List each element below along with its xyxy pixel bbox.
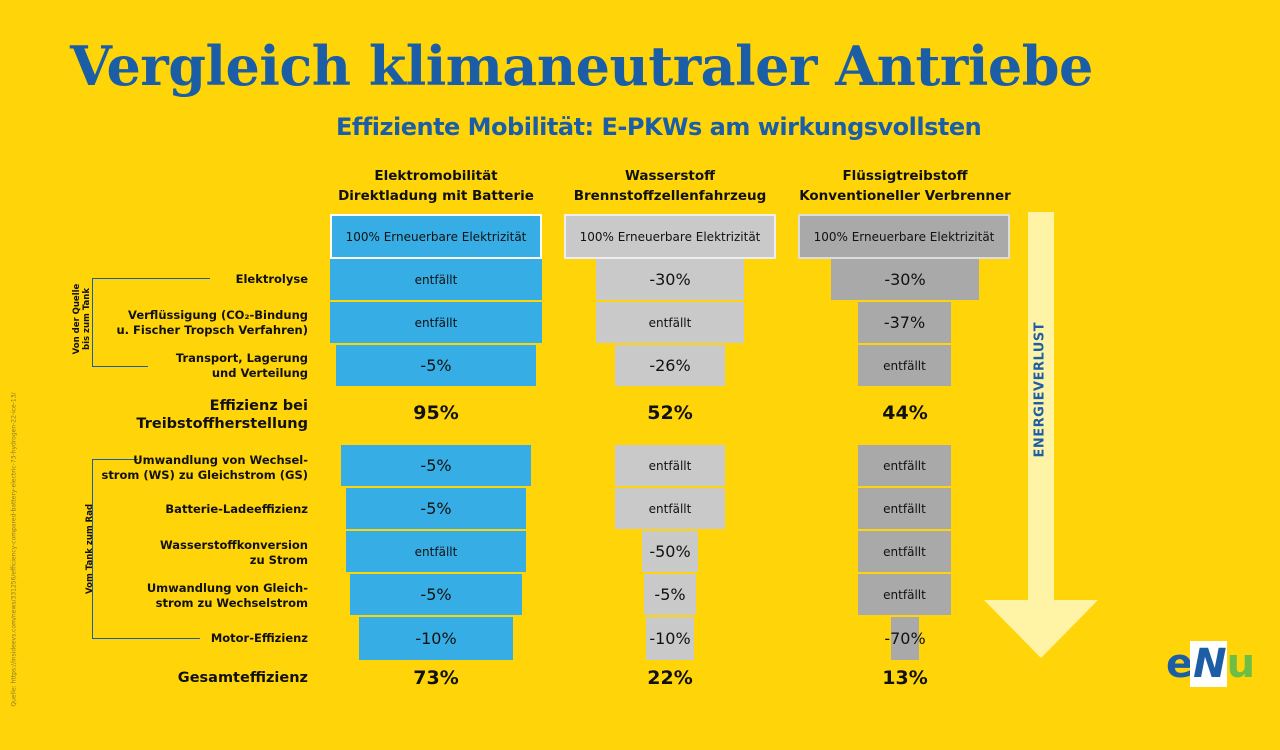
group-label-tank-to-wheel: Vom Tank zum Rad bbox=[85, 503, 95, 594]
row-label-batterie: Batterie-Ladeeffizienz bbox=[165, 502, 308, 516]
bar-fluessig-umwandlung-ws-gs: entfällt bbox=[858, 445, 951, 488]
bar-elektro-umwandlung-ws-gs: -5% bbox=[341, 445, 531, 488]
bar-fluessig-motor: -70% bbox=[884, 617, 926, 660]
bar-wasserstoff-wasserstoffkonversion: -50% bbox=[642, 531, 698, 574]
gesamt-fluessig: 13% bbox=[882, 667, 928, 689]
energy-loss-label: ENERGIEVERLUST bbox=[1032, 321, 1048, 458]
gesamt-wasserstoff: 22% bbox=[647, 667, 693, 689]
effizienz-elektro: 95% bbox=[413, 402, 459, 424]
row-label-wasserstoffkonversion: Wasserstoffkonversion zu Strom bbox=[159, 538, 308, 567]
page-subtitle: Effiziente Mobilität: E-PKWs am wirkungs… bbox=[336, 113, 982, 141]
column-header-wasserstoff: Wasserstoff Brennstoffzellenfahrzeug bbox=[550, 166, 790, 206]
column-header-line2: Brennstoffzellenfahrzeug bbox=[573, 188, 767, 204]
bar-elektro-elektrolyse: entfällt bbox=[330, 259, 542, 302]
bar-wasserstoff-motor: -10% bbox=[646, 617, 694, 660]
bar-wasserstoff-batterie: entfällt bbox=[615, 488, 725, 531]
column-header-line2: Konventioneller Verbrenner bbox=[799, 188, 1011, 204]
bar-fluessig-elektrolyse: -30% bbox=[831, 259, 979, 302]
source-note: Quelle: https://insideevs.com/news/33125… bbox=[10, 392, 18, 707]
bar-elektro-transport: -5% bbox=[336, 345, 536, 388]
bracket-source-to-tank bbox=[92, 278, 93, 366]
bracket-tick bbox=[92, 638, 200, 639]
bar-wasserstoff-verfluessigung: entfällt bbox=[596, 302, 744, 345]
bar-wasserstoff-transport: -26% bbox=[615, 345, 725, 388]
source-bar-wasserstoff: 100% Erneuerbare Elektrizität bbox=[564, 214, 776, 259]
effizienz-wasserstoff: 52% bbox=[647, 402, 693, 424]
bar-fluessig-transport: entfällt bbox=[858, 345, 951, 388]
row-label-transport: Transport, Lagerung und Verteilung bbox=[175, 351, 308, 380]
bar-fluessig-batterie: entfällt bbox=[858, 488, 951, 531]
bar-elektro-motor: -10% bbox=[359, 617, 513, 660]
gesamt-elektro: 73% bbox=[413, 667, 459, 689]
bar-elektro-wasserstoffkonversion: entfällt bbox=[346, 531, 526, 574]
column-header-line1: Wasserstoff bbox=[624, 168, 716, 184]
bar-elektro-umwandlung-gs-ws: -5% bbox=[350, 574, 522, 617]
row-label-motor: Motor-Effizienz bbox=[210, 631, 308, 645]
bar-fluessig-verfluessigung: -37% bbox=[858, 302, 951, 345]
bar-wasserstoff-umwandlung-ws-gs: entfällt bbox=[615, 445, 725, 488]
column-header-line2: Direktladung mit Batterie bbox=[338, 188, 534, 204]
group-label-source-to-tank: Von der Quelle bis zum Tank bbox=[72, 283, 92, 355]
bar-fluessig-wasserstoffkonversion: entfällt bbox=[858, 531, 951, 574]
bar-elektro-batterie: -5% bbox=[346, 488, 526, 531]
bracket-tick bbox=[92, 278, 210, 279]
row-label-umwandlung-gs-ws: Umwandlung von Gleich- strom zu Wechsels… bbox=[146, 581, 308, 610]
row-label-gesamt: Gesamteffizienz bbox=[177, 670, 308, 686]
row-label-umwandlung-ws-gs: Umwandlung von Wechsel- strom (WS) zu Gl… bbox=[101, 453, 308, 482]
effizienz-fluessig: 44% bbox=[882, 402, 928, 424]
page-title: Vergleich klimaneutraler Antriebe bbox=[70, 34, 1093, 98]
row-label-elektrolyse: Elektrolyse bbox=[235, 272, 308, 286]
row-label-verfluessigung: Verflüssigung (CO₂-Bindung u. Fischer Tr… bbox=[116, 308, 308, 337]
bracket-tank-to-wheel bbox=[92, 459, 93, 638]
energy-loss-arrow-icon bbox=[984, 212, 1098, 658]
enu-logo: eNu bbox=[1166, 641, 1255, 687]
source-bar-fluessig: 100% Erneuerbare Elektrizität bbox=[798, 214, 1010, 259]
bracket-tick bbox=[92, 366, 148, 367]
bar-wasserstoff-elektrolyse: -30% bbox=[596, 259, 744, 302]
column-header-elektro: Elektromobilität Direktladung mit Batter… bbox=[316, 166, 556, 206]
bar-elektro-verfluessigung: entfällt bbox=[330, 302, 542, 345]
bar-fluessig-umwandlung-gs-ws: entfällt bbox=[858, 574, 951, 617]
source-bar-elektro: 100% Erneuerbare Elektrizität bbox=[330, 214, 542, 259]
column-header-line1: Flüssigtreibstoff bbox=[842, 168, 968, 184]
bracket-tick bbox=[92, 459, 138, 460]
column-header-fluessig: Flüssigtreibstoff Konventioneller Verbre… bbox=[785, 166, 1025, 206]
row-label-effizienz: Effizienz bei Treibstoffherstellung bbox=[136, 398, 308, 432]
bar-wasserstoff-umwandlung-gs-ws: -5% bbox=[644, 574, 696, 617]
column-header-line1: Elektromobilität bbox=[374, 168, 498, 184]
